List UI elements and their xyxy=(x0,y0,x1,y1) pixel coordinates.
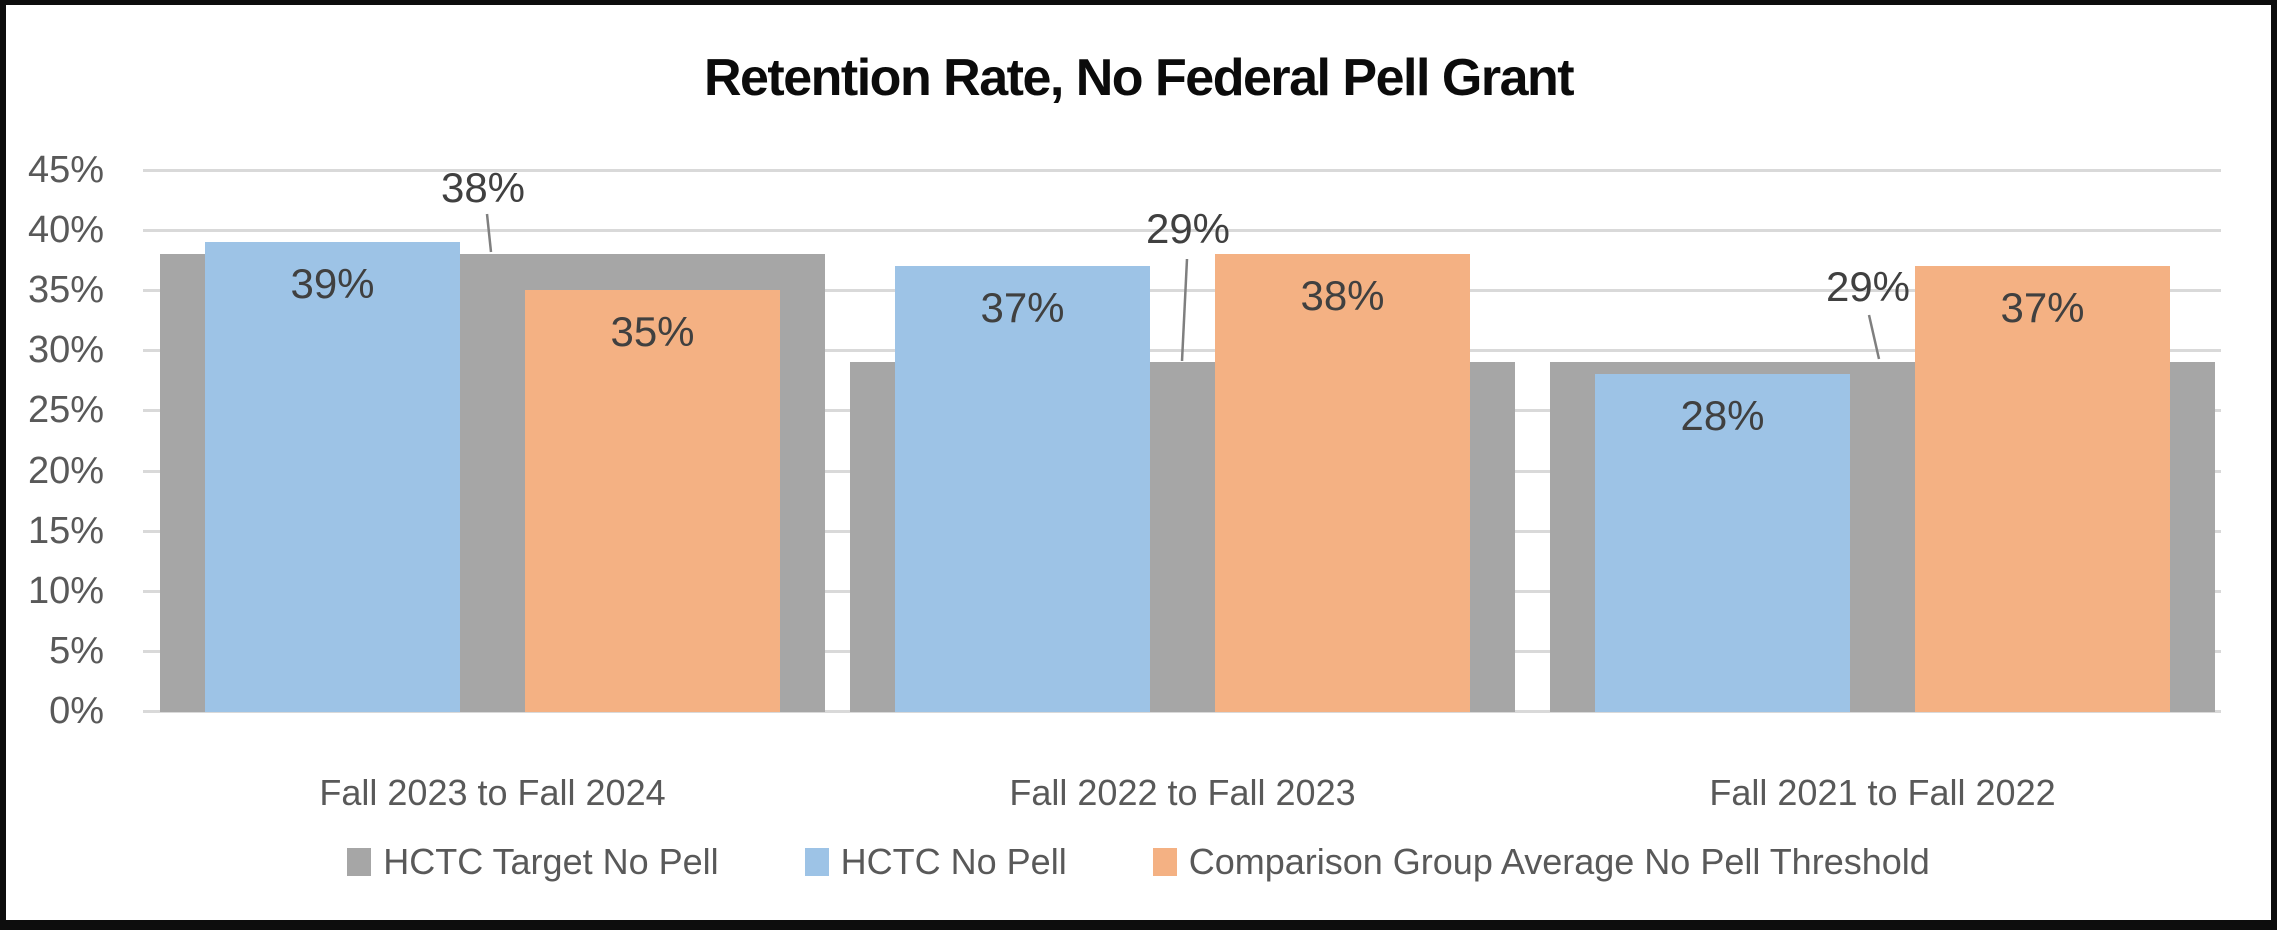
legend-item: Comparison Group Average No Pell Thresho… xyxy=(1152,841,1930,883)
legend-label: HCTC No Pell xyxy=(840,841,1067,882)
comparison-group-bar xyxy=(1915,266,2170,712)
target-value-label: 29% xyxy=(1145,205,1231,252)
legend-swatch xyxy=(1152,848,1177,876)
comparison-group-bar xyxy=(1215,254,1470,712)
y-axis-label: 0% xyxy=(49,690,104,732)
bar-value-label: 38% xyxy=(1300,272,1385,319)
hctc-no-pell-bar xyxy=(205,242,460,712)
frame-border-right xyxy=(2271,0,2277,930)
frame-border-top xyxy=(0,0,2277,5)
frame-border-left xyxy=(0,0,6,930)
legend-item: HCTC Target No Pell xyxy=(347,841,719,883)
legend: HCTC Target No Pell HCTC No Pell Compariso… xyxy=(100,838,2177,886)
leader-line xyxy=(485,213,493,253)
y-axis-label: 30% xyxy=(27,329,104,371)
y-axis-label: 35% xyxy=(27,269,104,311)
y-axis-label: 10% xyxy=(27,570,104,612)
leader-line xyxy=(1180,258,1189,362)
y-axis-label: 25% xyxy=(27,389,104,431)
gridline xyxy=(143,229,2221,232)
legend-label: HCTC Target No Pell xyxy=(383,841,719,882)
bar-value-label: 37% xyxy=(980,284,1065,331)
frame-border-bottom xyxy=(0,920,2277,930)
target-value-label: 29% xyxy=(1825,263,1911,310)
y-axis-label: 40% xyxy=(27,209,104,251)
chart-title: Retention Rate, No Federal Pell Grant xyxy=(703,49,1575,107)
category-label: Fall 2022 to Fall 2023 xyxy=(1009,772,1356,813)
y-axis-label: 45% xyxy=(27,149,104,191)
y-axis-label: 5% xyxy=(49,630,104,672)
hctc-no-pell-bar xyxy=(895,266,1150,712)
category-label: Fall 2023 to Fall 2024 xyxy=(319,772,666,813)
gridline xyxy=(143,169,2221,172)
bar-value-label: 28% xyxy=(1680,392,1765,439)
y-axis-label: 20% xyxy=(27,450,104,492)
legend-swatch xyxy=(347,848,372,876)
y-axis-label: 15% xyxy=(27,510,104,552)
category-label: Fall 2021 to Fall 2022 xyxy=(1709,772,2056,813)
bar-value-label: 35% xyxy=(610,308,695,355)
comparison-group-bar xyxy=(525,290,780,712)
legend-swatch xyxy=(804,848,829,876)
legend-label: Comparison Group Average No Pell Thresho… xyxy=(1188,841,1930,882)
bar-value-label: 37% xyxy=(2000,284,2085,331)
legend-item: HCTC No Pell xyxy=(804,841,1067,883)
target-value-label: 38% xyxy=(440,164,526,211)
bar-value-label: 39% xyxy=(290,260,375,307)
leader-line xyxy=(1867,314,1881,360)
hctc-no-pell-bar xyxy=(1595,374,1850,712)
